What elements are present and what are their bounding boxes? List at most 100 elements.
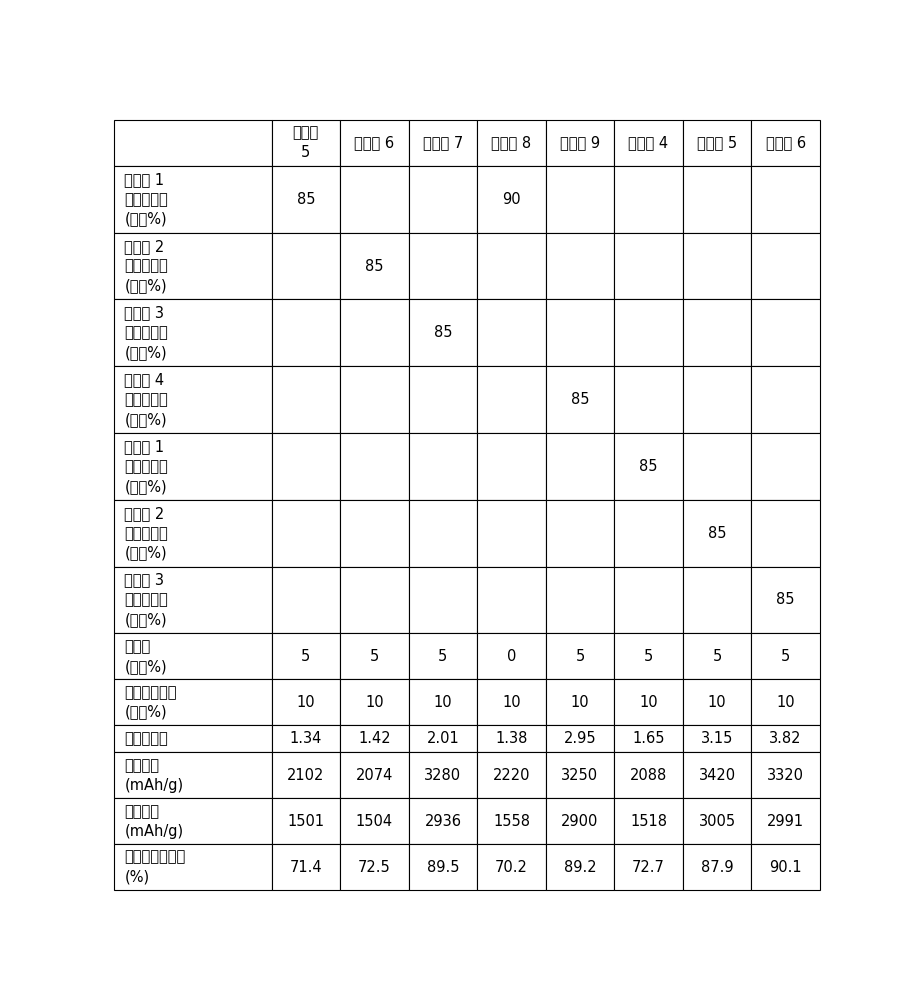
Text: 5: 5 [781, 649, 790, 664]
Bar [614, 366, 683, 433]
Text: 放电容量
(mAh/g): 放电容量 (mAh/g) [125, 804, 184, 839]
Bar [409, 166, 477, 233]
Bar [477, 725, 546, 752]
Text: 1.65: 1.65 [632, 731, 665, 746]
Bar [477, 567, 546, 633]
Bar [340, 798, 409, 844]
Bar [409, 500, 477, 567]
Bar [546, 844, 614, 890]
Bar [752, 633, 820, 679]
Bar [340, 299, 409, 366]
Bar [271, 798, 340, 844]
Text: 85: 85 [640, 459, 658, 474]
Bar [683, 166, 752, 233]
Bar [477, 633, 546, 679]
Bar [546, 366, 614, 433]
Text: 1501: 1501 [287, 814, 324, 829]
Bar [114, 366, 271, 433]
Text: 比较例 4: 比较例 4 [629, 135, 669, 150]
Bar [409, 633, 477, 679]
Text: 实施例 4
多晶硅粉末
(质量%): 实施例 4 多晶硅粉末 (质量%) [125, 372, 169, 427]
Text: 1518: 1518 [630, 814, 667, 829]
Bar [546, 567, 614, 633]
Bar [340, 500, 409, 567]
Text: 85: 85 [708, 526, 726, 541]
Text: 1558: 1558 [493, 814, 530, 829]
Bar [477, 752, 546, 798]
Text: 2220: 2220 [493, 768, 530, 783]
Bar [614, 798, 683, 844]
Bar [340, 166, 409, 233]
Bar [409, 679, 477, 725]
Bar [683, 500, 752, 567]
Bar [752, 233, 820, 299]
Text: 0: 0 [507, 649, 517, 664]
Bar [752, 366, 820, 433]
Text: 比较例 2
多晶硅粉末
(质量%): 比较例 2 多晶硅粉末 (质量%) [125, 506, 169, 560]
Text: 90.1: 90.1 [769, 860, 802, 875]
Bar [683, 633, 752, 679]
Text: 3.82: 3.82 [770, 731, 802, 746]
Bar [340, 433, 409, 500]
Text: 2102: 2102 [287, 768, 324, 783]
Text: 1.42: 1.42 [358, 731, 391, 746]
Text: 实施例 7: 实施例 7 [423, 135, 463, 150]
Text: 85: 85 [776, 592, 795, 607]
Text: 72.7: 72.7 [632, 860, 665, 875]
Text: 85: 85 [570, 392, 589, 407]
Bar [114, 567, 271, 633]
Bar [614, 725, 683, 752]
Bar [340, 233, 409, 299]
Bar [477, 299, 546, 366]
Bar [683, 679, 752, 725]
Bar [546, 166, 614, 233]
Text: 实施例 3
多晶硅粉末
(质量%): 实施例 3 多晶硅粉末 (质量%) [125, 306, 169, 360]
Bar [752, 844, 820, 890]
Bar [114, 725, 271, 752]
Bar [114, 120, 271, 166]
Bar [271, 679, 340, 725]
Bar [114, 679, 271, 725]
Bar [683, 798, 752, 844]
Bar [752, 679, 820, 725]
Text: 10: 10 [776, 695, 795, 710]
Text: 比较例 3
多晶硅粉末
(质量%): 比较例 3 多晶硅粉末 (质量%) [125, 573, 169, 627]
Text: 初次充放电效率
(%): 初次充放电效率 (%) [125, 850, 186, 884]
Text: 2991: 2991 [767, 814, 804, 829]
Bar [271, 166, 340, 233]
Bar [546, 120, 614, 166]
Bar [683, 567, 752, 633]
Text: 1.34: 1.34 [290, 731, 322, 746]
Bar [114, 752, 271, 798]
Text: 乙倶黑
(质量%): 乙倶黑 (质量%) [125, 639, 167, 674]
Bar [752, 166, 820, 233]
Bar [683, 844, 752, 890]
Bar [683, 433, 752, 500]
Text: 10: 10 [708, 695, 726, 710]
Text: 5: 5 [370, 649, 379, 664]
Bar [114, 798, 271, 844]
Bar [477, 433, 546, 500]
Bar [752, 500, 820, 567]
Bar [340, 567, 409, 633]
Text: 3005: 3005 [699, 814, 736, 829]
Bar [409, 299, 477, 366]
Bar [477, 166, 546, 233]
Text: 2900: 2900 [561, 814, 599, 829]
Text: 89.5: 89.5 [426, 860, 459, 875]
Bar [114, 633, 271, 679]
Bar [477, 500, 546, 567]
Bar [752, 120, 820, 166]
Bar [271, 366, 340, 433]
Bar [752, 567, 820, 633]
Text: 89.2: 89.2 [564, 860, 597, 875]
Text: 5: 5 [302, 649, 311, 664]
Text: 5: 5 [438, 649, 447, 664]
Text: 2088: 2088 [630, 768, 667, 783]
Text: 90: 90 [502, 192, 521, 207]
Bar [614, 567, 683, 633]
Bar [114, 433, 271, 500]
Bar [114, 166, 271, 233]
Bar [114, 500, 271, 567]
Text: 比较例 1
氧化硅粉末
(质量%): 比较例 1 氧化硅粉末 (质量%) [125, 439, 169, 494]
